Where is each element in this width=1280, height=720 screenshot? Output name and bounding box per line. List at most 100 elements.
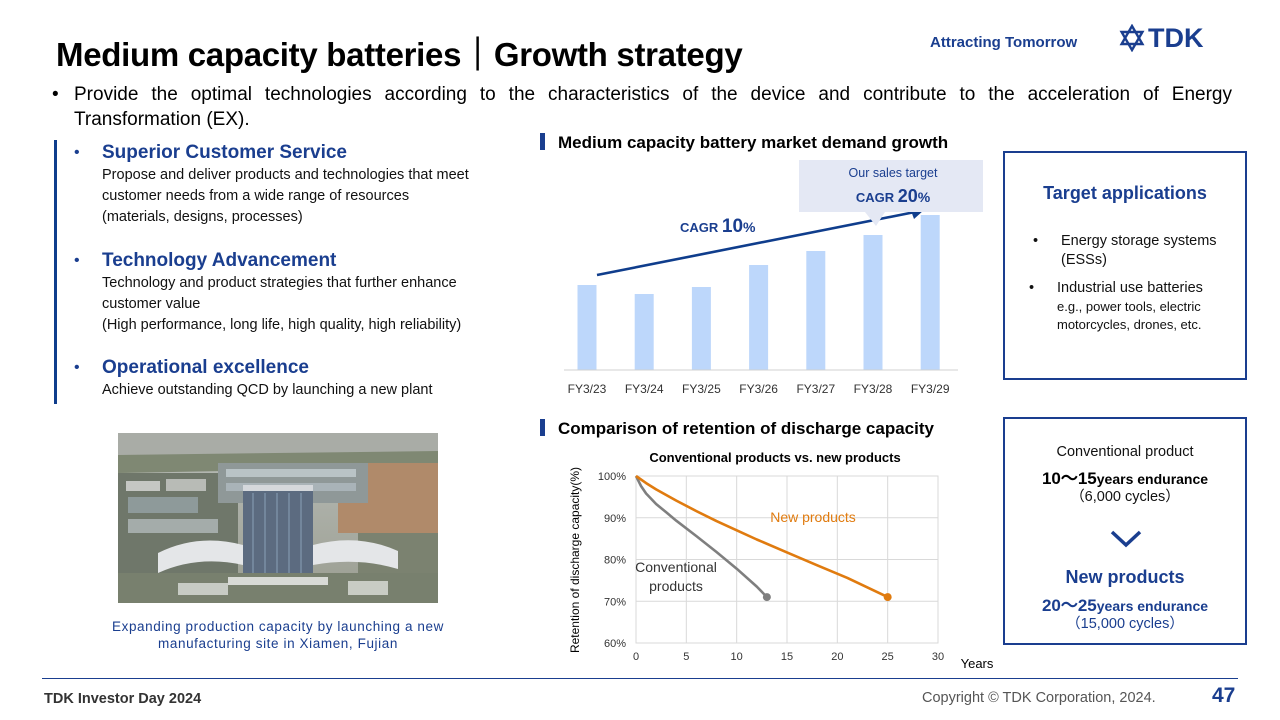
x-tick-label: 30 (932, 651, 944, 663)
application-item: • Energy storage systems (ESSs) (1033, 232, 1223, 270)
x-tick-label: 0 (633, 651, 639, 663)
bar (806, 251, 826, 370)
endurance-comparison-box: Conventional product 10～15years enduranc… (1003, 417, 1247, 645)
retention-section-title: Comparison of retention of discharge cap… (558, 419, 934, 438)
market-section-title: Medium capacity battery market demand gr… (558, 133, 949, 152)
new-cycles: （15,000 cycles） (1066, 616, 1184, 632)
x-tick-label: 25 (882, 651, 894, 663)
tdk-logo: TDK (1119, 24, 1204, 52)
series-label: New products (770, 509, 856, 525)
strategy-bullet: • (74, 359, 80, 376)
strategy-heading: Technology Advancement (102, 250, 337, 271)
x-tick-label: 15 (781, 651, 793, 663)
strategy-description: Technology and product strategies that f… (102, 275, 462, 333)
brand-tagline: Attracting Tomorrow (930, 34, 1078, 51)
x-tick-labels: 0 5 10 15 20 25 30 (633, 651, 944, 663)
application-bullet: • (1033, 233, 1039, 249)
x-tick-label: 5 (683, 651, 689, 663)
footer-copyright: Copyright © TDK Corporation, 2024. (922, 690, 1156, 706)
application-item: • Industrial use batteries e.g., power t… (1029, 279, 1243, 334)
sales-target-callout-pointer (865, 212, 885, 226)
x-tick-labels: FY3/23 FY3/24 FY3/25 FY3/26 FY3/27 FY3/28 FY3/… (568, 382, 950, 396)
intro-text: Provide the optimal technologies accordi… (74, 84, 1232, 130)
cagr-trend-arrow-line (596, 209, 921, 277)
strategy-item: • Superior Customer Service Propose and … (74, 141, 514, 228)
tdk-logo-text: TDK (1148, 24, 1204, 52)
new-products-label: New products (1065, 567, 1185, 587)
intro-bullet: • (52, 84, 59, 105)
bar (691, 287, 711, 370)
target-applications-box: Target applications • Energy storage sys… (1003, 151, 1247, 380)
x-tick-label: FY3/24 (625, 382, 664, 396)
sales-target-cagr: CAGR 20% (856, 186, 931, 206)
bar (634, 294, 654, 370)
section-marker (540, 133, 545, 150)
application-text: Energy storage systems (ESSs) (1061, 233, 1217, 268)
plant-photo-caption: Expanding production capacity by launchi… (111, 619, 444, 651)
y-tick-label: 80% (604, 555, 626, 567)
strategy-heading: Superior Customer Service (102, 142, 347, 163)
grid (635, 475, 939, 644)
sales-target-callout (799, 160, 983, 212)
application-text: Industrial use batteries (1057, 280, 1203, 296)
strategy-description: Propose and deliver products and technol… (102, 167, 469, 225)
conventional-product-label: Conventional product (1056, 444, 1194, 460)
strategy-bullet: • (74, 144, 80, 161)
application-bullet: • (1029, 280, 1035, 296)
plant-aerial-photo (118, 433, 438, 603)
retention-section-heading: Comparison of retention of discharge cap… (540, 419, 934, 439)
series-label: Conventional products (635, 559, 717, 594)
page-number: 47 (1212, 684, 1236, 707)
x-axis-label: Years (961, 656, 994, 671)
market-section-heading: Medium capacity battery market demand gr… (540, 133, 948, 153)
application-examples: e.g., power tools, electric motorcycles,… (1057, 299, 1202, 332)
cagr-10-label: CAGR 10% (680, 216, 756, 237)
footer-event: TDK Investor Day 2024 (44, 691, 202, 707)
y-tick-label: 100% (598, 471, 626, 483)
conventional-cycles: （6,000 cycles） (1070, 489, 1180, 505)
series-end-point (883, 593, 892, 602)
y-tick-label: 60% (604, 638, 626, 650)
footer-divider (42, 678, 1238, 679)
bar (749, 265, 769, 370)
series-line (635, 474, 889, 599)
x-tick-label: 20 (831, 651, 843, 663)
x-tick-label: 10 (731, 651, 743, 663)
strategy-item: • Operational excellence Achieve outstan… (74, 356, 514, 401)
chevron-down-icon (1110, 530, 1142, 548)
x-tick-label: FY3/25 (682, 382, 721, 396)
strategy-description: Achieve outstanding QCD by launching a n… (102, 382, 433, 398)
line-chart-title: Conventional products vs. new products (649, 450, 900, 465)
conventional-endurance: 10～15years endurance (1041, 469, 1209, 488)
y-tick-label: 90% (604, 513, 626, 525)
tdk-logo-emblem (1119, 24, 1145, 52)
y-tick-label: 70% (604, 596, 626, 608)
strategy-item: • Technology Advancement Technology and … (74, 249, 514, 336)
strategy-bullet: • (74, 252, 80, 269)
x-tick-label: FY3/27 (796, 382, 835, 396)
retention-line-chart: Conventional products vs. new products 6… (568, 450, 994, 671)
strategy-accent-bar (54, 140, 57, 404)
market-demand-bar-chart: FY3/23 FY3/24 FY3/25 FY3/26 FY3/27 FY3/28 FY3/… (564, 160, 983, 396)
new-endurance: 20～25years endurance (1041, 596, 1209, 615)
series-labels: Conventional products New products (635, 509, 856, 594)
y-axis-label: Retention of discharge capacity(%) (568, 467, 582, 653)
strategy-heading: Operational excellence (102, 357, 309, 378)
x-tick-label: FY3/29 (911, 382, 950, 396)
sales-target-label: Our sales target (849, 166, 938, 180)
bar-group (577, 215, 940, 370)
series-end-point (762, 593, 771, 602)
bar (577, 285, 597, 370)
intro-statement: • Provide the optimal technologies accor… (52, 82, 1232, 132)
bar (863, 235, 883, 370)
target-applications-title: Target applications (1043, 183, 1207, 203)
section-marker (540, 419, 545, 436)
series-lines (634, 474, 892, 602)
page-title: Medium capacity batteries｜Growth strateg… (56, 36, 743, 73)
x-tick-label: FY3/23 (568, 382, 607, 396)
series-line (634, 475, 768, 599)
bar (920, 215, 940, 370)
x-tick-label: FY3/26 (739, 382, 778, 396)
x-tick-label: FY3/28 (854, 382, 893, 396)
y-tick-labels: 60% 70% 80% 90% 100% (598, 471, 626, 650)
